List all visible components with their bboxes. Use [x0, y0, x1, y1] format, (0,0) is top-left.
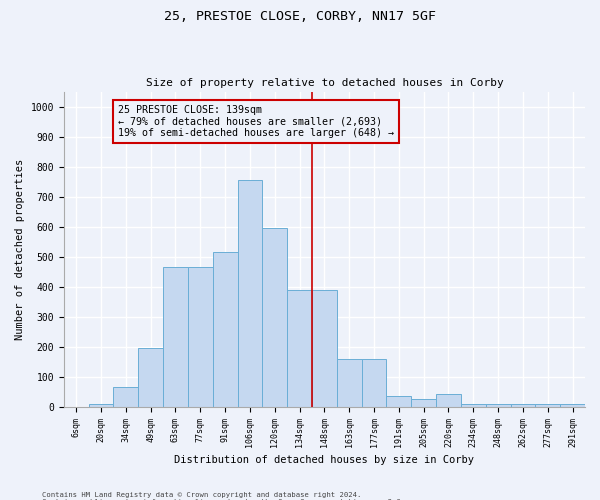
Bar [312, 290, 337, 407]
Bar [386, 396, 411, 407]
Bar [436, 394, 461, 407]
Bar [188, 268, 212, 407]
X-axis label: Distribution of detached houses by size in Corby: Distribution of detached houses by size … [175, 455, 475, 465]
Bar [212, 252, 238, 407]
Bar [163, 268, 188, 407]
Bar [411, 400, 436, 407]
Bar [113, 388, 138, 407]
Bar [138, 348, 163, 407]
Text: Contains public sector information licensed under the Open Government Licence v3: Contains public sector information licen… [42, 499, 405, 500]
Bar [238, 180, 262, 407]
Bar [89, 404, 113, 407]
Y-axis label: Number of detached properties: Number of detached properties [15, 158, 25, 340]
Text: 25, PRESTOE CLOSE, CORBY, NN17 5GF: 25, PRESTOE CLOSE, CORBY, NN17 5GF [164, 10, 436, 23]
Bar [461, 404, 486, 407]
Title: Size of property relative to detached houses in Corby: Size of property relative to detached ho… [146, 78, 503, 88]
Bar [486, 404, 511, 407]
Bar [362, 359, 386, 407]
Bar [535, 404, 560, 407]
Bar [287, 290, 312, 407]
Bar [560, 404, 585, 407]
Bar [337, 359, 362, 407]
Text: Contains HM Land Registry data © Crown copyright and database right 2024.: Contains HM Land Registry data © Crown c… [42, 492, 361, 498]
Bar [511, 404, 535, 407]
Bar [262, 228, 287, 407]
Text: 25 PRESTOE CLOSE: 139sqm
← 79% of detached houses are smaller (2,693)
19% of sem: 25 PRESTOE CLOSE: 139sqm ← 79% of detach… [118, 105, 394, 138]
